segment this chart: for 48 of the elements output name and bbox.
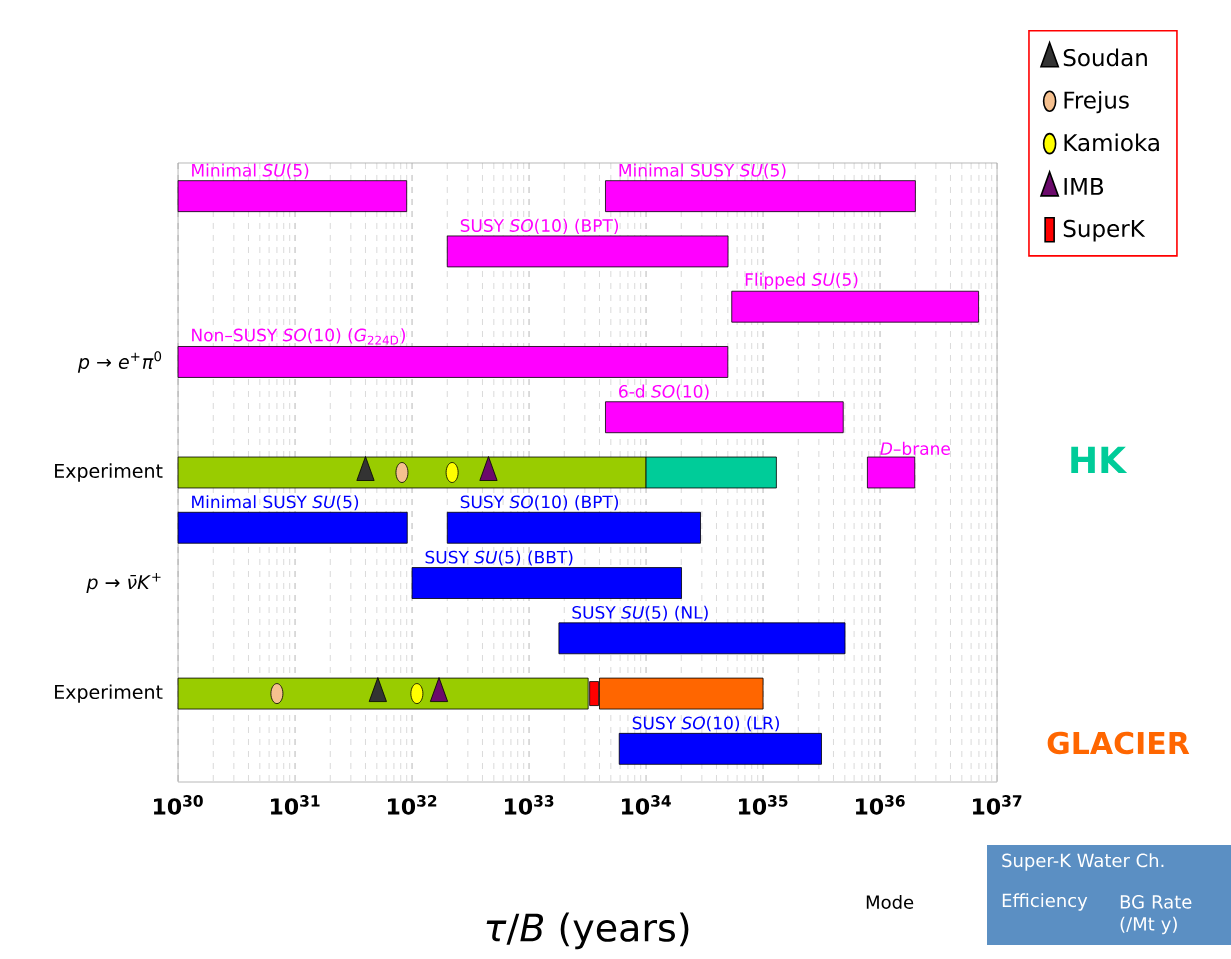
text: GLACIER [1047, 731, 1190, 755]
text: Efficiency [1002, 893, 1088, 911]
series-label: SUSY SO(10) (LR) [632, 716, 779, 732]
series-label: SUSY SU(5) (NL) [572, 605, 708, 621]
legend-label: Frejus [1064, 90, 1129, 114]
x-axis-title: τ/B (years) [486, 912, 689, 950]
y-tick-label: p → e$^{+}$π$^{0}$ [77, 351, 162, 373]
text: BG Rate (/Mt y) [1120, 895, 1192, 935]
series-label: Non–SUSY SO(10) (G$_{224D}$) [192, 328, 405, 345]
legend-label: Soudan [1063, 48, 1147, 67]
series-label: Flipped SU(5) [745, 272, 858, 290]
bar [558, 622, 846, 655]
x-tick-label: 10$^{36}$ [856, 795, 905, 815]
bar [731, 290, 979, 323]
bar [446, 511, 701, 544]
bar [177, 511, 408, 544]
text: Super-K Water Ch. [1002, 853, 1164, 871]
series-label: 6-d SO(10) [619, 384, 709, 400]
bar [605, 180, 916, 213]
bar [177, 180, 408, 213]
y-tick-label: p → ν̄K$^{+}$ [86, 573, 161, 594]
series-label: Minimal SUSY SU(5) [619, 163, 786, 179]
x-tick-label: 10$^{37}$ [973, 795, 1022, 815]
legend-label: IMB [1064, 178, 1104, 195]
x-tick-label: 10$^{30}$ [154, 795, 203, 815]
bar [446, 235, 729, 268]
bar [411, 567, 682, 599]
y-tick-label: Experiment [55, 463, 163, 482]
series-label: Minimal SUSY SU(5) [192, 495, 359, 511]
x-tick-label: 10$^{33}$ [505, 795, 554, 815]
series-label: Minimal SU(5) [192, 163, 309, 179]
legend-label: SuperK [1063, 219, 1146, 242]
y-tick-label: Experiment [55, 684, 163, 703]
bar [867, 456, 916, 489]
bar [605, 401, 844, 434]
x-tick-label: 10$^{34}$ [622, 795, 671, 815]
legend-label: Kamioka [1064, 133, 1159, 152]
series-label: SUSY SO(10) (BPT) [460, 218, 619, 234]
x-tick-label: 10$^{35}$ [739, 795, 788, 815]
series-label: SUSY SO(10) (BPT) [460, 495, 619, 511]
x-tick-label: 10$^{31}$ [271, 795, 320, 815]
bar [618, 732, 822, 765]
series-label: D–brane [880, 441, 950, 456]
text: Mode [866, 895, 914, 909]
bar [177, 346, 729, 378]
series-label: SUSY SU(5) (BBT) [425, 550, 573, 566]
x-tick-label: 10$^{32}$ [388, 795, 437, 815]
text: HK [1071, 446, 1128, 474]
